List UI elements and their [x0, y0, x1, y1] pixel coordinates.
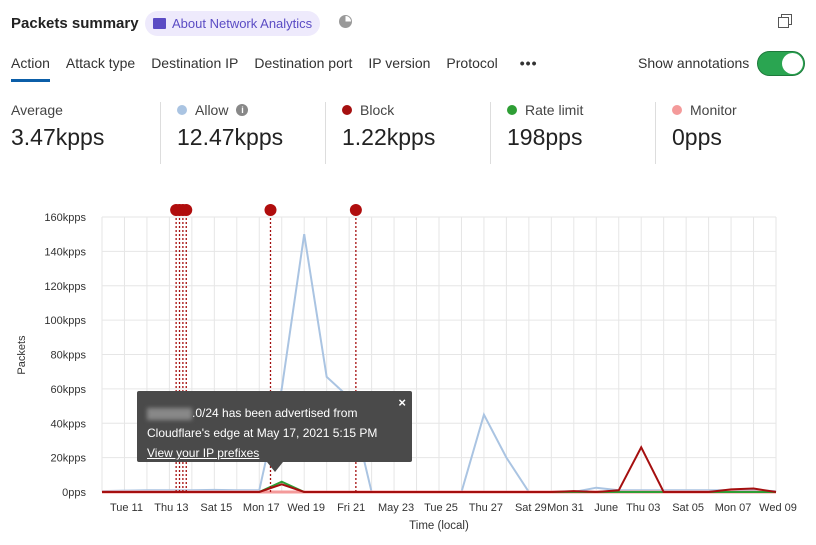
- tab-destination-ip[interactable]: Destination IP: [151, 55, 239, 71]
- stat-value: 1.22kpps: [342, 124, 436, 150]
- x-tick-label: Thu 13: [154, 502, 188, 514]
- tab-protocol[interactable]: Protocol: [446, 55, 498, 71]
- block-dot-icon: [342, 105, 352, 115]
- y-tick-label: 100kpps: [44, 315, 86, 327]
- y-tick-label: 140kpps: [44, 246, 86, 258]
- stat-label: Monitor: [690, 102, 737, 118]
- x-tick-label: Mon 07: [715, 502, 752, 514]
- y-tick-label: 60kpps: [51, 384, 87, 396]
- x-tick-label: Thu 03: [626, 502, 660, 514]
- annotation-marker: [264, 204, 277, 216]
- view-ip-prefixes-link[interactable]: View your IP prefixes: [147, 446, 260, 460]
- stat-block[interactable]: Block 1.22kpps: [325, 102, 435, 164]
- allow-dot-icon: [177, 105, 187, 115]
- about-network-analytics-link[interactable]: About Network Analytics: [145, 11, 321, 36]
- y-axis-label: Packets: [16, 335, 28, 375]
- stat-average: Average 3.47kpps: [11, 102, 104, 164]
- x-tick-label: Sat 15: [200, 502, 232, 514]
- info-icon[interactable]: i: [236, 104, 249, 116]
- stat-allow[interactable]: Allow i 12.47kpps: [160, 102, 283, 164]
- pie-chart-icon[interactable]: [339, 15, 352, 28]
- tab-ip-version[interactable]: IP version: [368, 55, 431, 71]
- y-tick-label: 0pps: [62, 487, 86, 499]
- x-tick-label: Tue 11: [110, 502, 143, 514]
- show-annotations-label: Show annotations: [638, 55, 750, 71]
- expand-icon[interactable]: [778, 14, 792, 28]
- x-tick-label: Thu 27: [469, 502, 503, 514]
- x-tick-label: Mon 17: [243, 502, 280, 514]
- rate-limit-dot-icon: [507, 105, 517, 115]
- stat-value: 3.47kpps: [11, 124, 105, 150]
- toggle-knob: [782, 53, 803, 74]
- y-tick-label: 160kpps: [44, 212, 86, 224]
- tab-action[interactable]: Action: [11, 55, 50, 82]
- tooltip-line2: Cloudflare's edge at May 17, 2021 5:15 P…: [147, 426, 378, 440]
- about-label: About Network Analytics: [172, 16, 313, 31]
- y-tick-label: 80kpps: [51, 350, 87, 362]
- tooltip-line1: .0/24 has been advertised from: [192, 406, 358, 420]
- x-tick-label: Mon 31: [547, 502, 584, 514]
- x-tick-label: June: [594, 502, 618, 514]
- x-tick-label: Wed 09: [759, 502, 797, 514]
- stat-value: 198pps: [507, 124, 583, 150]
- stat-value: 0pps: [672, 124, 722, 150]
- stat-label: Rate limit: [525, 102, 584, 118]
- y-tick-label: 40kpps: [51, 418, 87, 430]
- x-tick-label: Sat 29: [515, 502, 547, 514]
- book-icon: [153, 18, 166, 29]
- x-tick-label: Fri 21: [337, 502, 365, 514]
- x-axis-label: Time (local): [409, 520, 469, 532]
- show-annotations-toggle[interactable]: [757, 51, 805, 76]
- stat-value: 12.47kpps: [177, 124, 284, 150]
- x-tick-label: Sat 05: [672, 502, 704, 514]
- page-title: Packets summary: [11, 15, 139, 32]
- redacted-prefix: [147, 407, 192, 420]
- stat-label: Block: [360, 102, 395, 118]
- x-tick-label: Tue 25: [424, 502, 458, 514]
- stat-label: Allow: [195, 102, 229, 118]
- tab-attack-type[interactable]: Attack type: [65, 55, 136, 71]
- tab-bar: Action Attack type Destination IP Destin…: [11, 55, 538, 82]
- monitor-dot-icon: [672, 105, 682, 115]
- y-tick-label: 20kpps: [51, 453, 87, 465]
- y-tick-label: 120kpps: [44, 281, 86, 293]
- tab-destination-port[interactable]: Destination port: [254, 55, 353, 71]
- series-line-block: [102, 445, 777, 494]
- stat-label: Average: [11, 102, 63, 118]
- more-tabs-button[interactable]: •••: [519, 55, 538, 71]
- annotation-marker: [349, 204, 362, 216]
- close-tooltip-button[interactable]: ×: [398, 395, 406, 410]
- annotation-marker: [180, 204, 193, 216]
- x-tick-label: May 23: [378, 502, 414, 514]
- stat-monitor[interactable]: Monitor 0pps: [655, 102, 737, 164]
- stat-rate-limit[interactable]: Rate limit 198pps: [490, 102, 583, 164]
- x-tick-label: Wed 19: [287, 502, 325, 514]
- annotation-tooltip: × .0/24 has been advertised from Cloudfl…: [137, 391, 412, 472]
